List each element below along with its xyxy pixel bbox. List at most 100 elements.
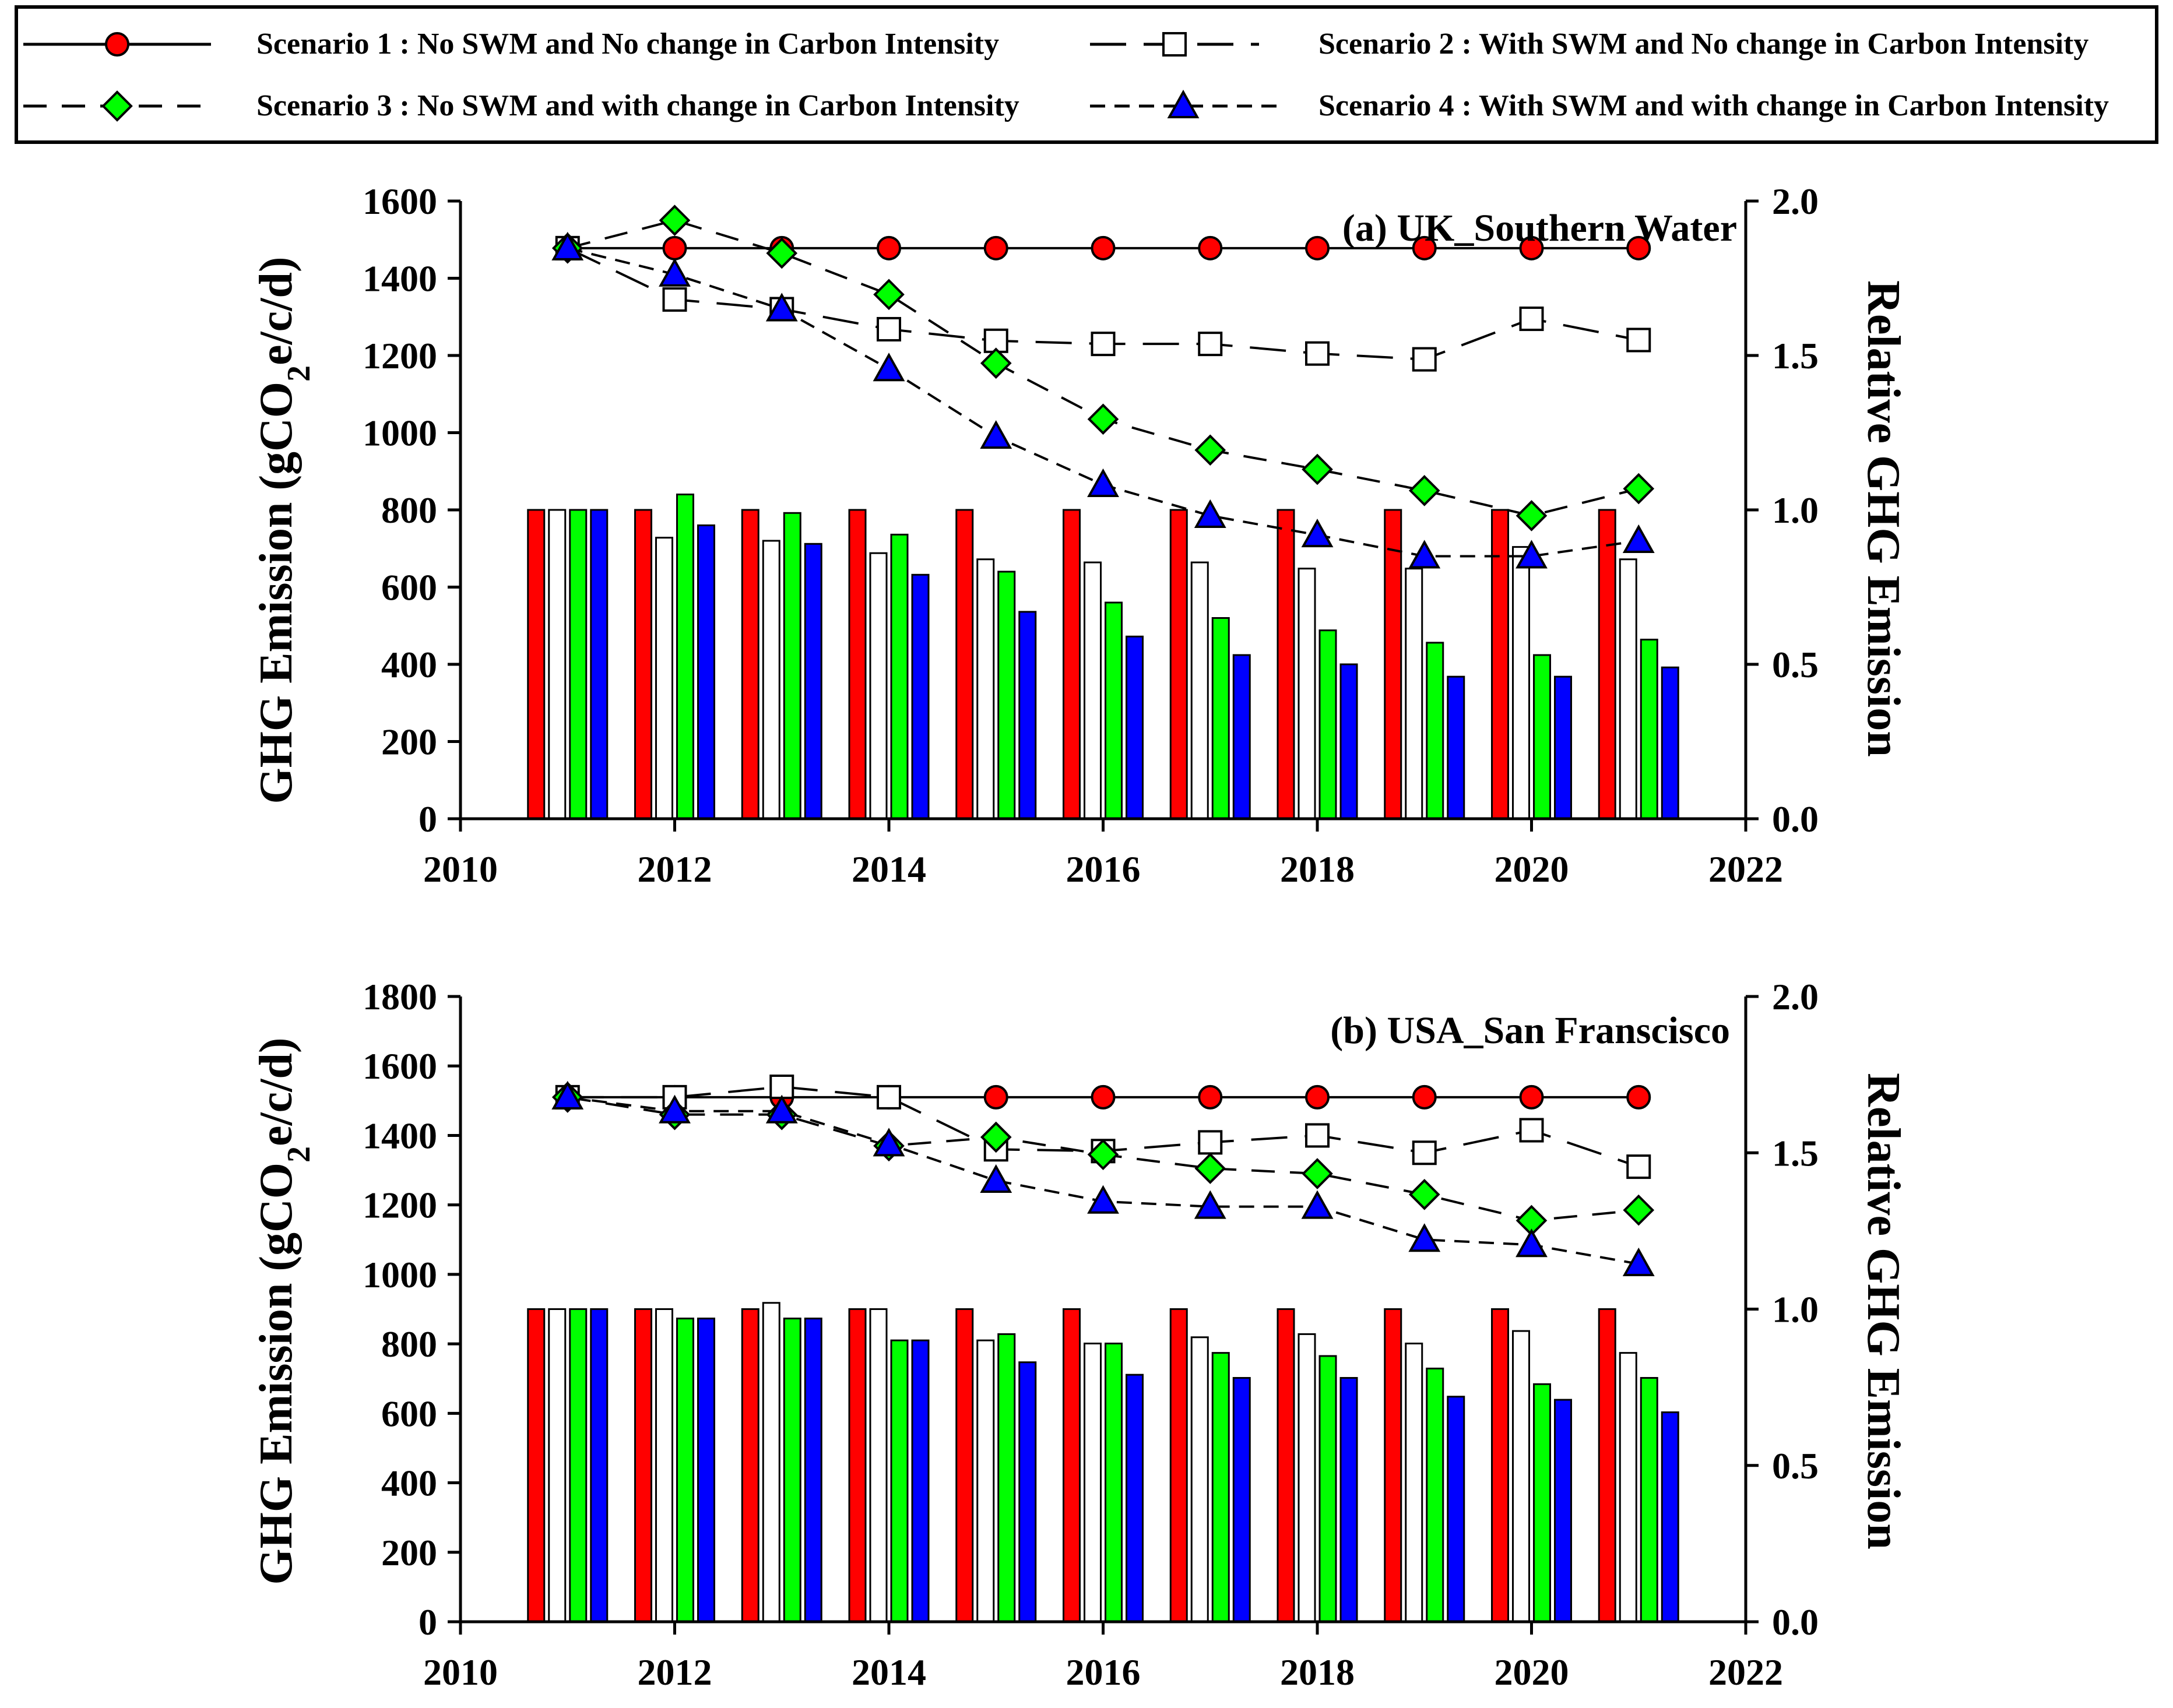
- chart-b-bar-s4-2016: [1126, 1374, 1144, 1623]
- chart-b-bar-s1-2017: [1169, 1308, 1188, 1623]
- chart-b-point-s1-2020: [1519, 1084, 1544, 1110]
- chart-b-point-s2-2013: [769, 1074, 794, 1099]
- chart-a-point-s1-2017: [1198, 235, 1223, 260]
- chart-b-point-s2-2019: [1412, 1140, 1437, 1165]
- chart-b-bar-s1-2019: [1384, 1308, 1402, 1623]
- chart-b-xtick-2010: 2010: [423, 1651, 498, 1693]
- chart-a-ytick-0: 0: [419, 798, 437, 840]
- chart-a-point-s4-2013: [765, 293, 798, 322]
- chart-b-xtick-2014: 2014: [852, 1651, 926, 1693]
- chart-a-bar-s1-2021: [1598, 509, 1616, 820]
- chart-b-bar-s3-2014: [890, 1339, 909, 1623]
- chart-a-bar-s2-2021: [1619, 558, 1637, 820]
- chart-a-bar-s2-2013: [762, 540, 780, 820]
- chart-b-y2tick-1.0: 1.0: [1772, 1289, 1819, 1330]
- chart-a-xtick-2020: 2020: [1495, 848, 1569, 890]
- chart-b-bar-s1-2020: [1491, 1308, 1509, 1623]
- chart-b-point-s1-2017: [1198, 1084, 1223, 1110]
- chart-a-bar-s2-2014: [869, 552, 888, 820]
- chart-b-bar-s2-2011: [548, 1308, 567, 1623]
- chart-a-bar-s3-2021: [1640, 639, 1658, 820]
- chart-a-bar-s3-2018: [1318, 629, 1337, 820]
- chart-a-bar-s4-2016: [1126, 635, 1144, 820]
- chart-b-ytick-800: 800: [381, 1323, 437, 1365]
- legend-label-scenario-2: Scenario 2 : With SWM and No change in C…: [1318, 27, 2088, 61]
- chart-b-bar-s2-2021: [1619, 1352, 1637, 1623]
- chart-a-xtick-2016: 2016: [1066, 848, 1141, 890]
- chart-b-point-s4-2019: [1408, 1223, 1441, 1252]
- chart-a-xtick-2014: 2014: [852, 848, 926, 890]
- chart-panel-a: (a) UK_Southern Water 2010 2012 2014 2016 20…: [251, 181, 1909, 890]
- chart-b-point-s3-2021: [1623, 1194, 1655, 1226]
- chart-b-point-s4-2018: [1301, 1190, 1334, 1219]
- chart-b-point-s2-2017: [1198, 1130, 1223, 1155]
- chart-b-point-s3-2018: [1302, 1158, 1333, 1189]
- chart-b-bar-s3-2021: [1640, 1377, 1658, 1623]
- chart-b-bar-s4-2014: [911, 1339, 930, 1623]
- legend-marker-scenario-2: [1162, 32, 1187, 57]
- chart-a-point-s3-2016: [1087, 403, 1119, 435]
- chart-a-point-s2-2018: [1305, 341, 1330, 366]
- chart-b-ylabel-main: GHG Emission (gCO: [251, 1163, 302, 1585]
- chart-a-point-s3-2017: [1194, 434, 1226, 466]
- chart-a-point-s3-2013: [766, 237, 798, 269]
- chart-b-ylabel: GHG Emission (gCO2e/c/d): [251, 1037, 317, 1584]
- chart-b-ytick-600: 600: [381, 1393, 437, 1434]
- chart-a-bar-s1-2016: [1063, 509, 1081, 820]
- chart-a-point-s4-2016: [1087, 468, 1119, 497]
- chart-b-bar-s2-2017: [1190, 1336, 1209, 1623]
- chart-a-bar-s4-2011: [590, 509, 609, 820]
- chart-b-point-s4-2012: [659, 1094, 691, 1124]
- chart-b-bar-s1-2014: [848, 1308, 867, 1623]
- chart-a-bar-s2-2012: [655, 537, 673, 820]
- chart-b-ytick-400: 400: [381, 1463, 437, 1504]
- chart-b-bar-s3-2017: [1211, 1352, 1230, 1623]
- chart-a-ylabel-sub: 2: [281, 365, 317, 382]
- chart-a-point-s2-2019: [1412, 347, 1437, 372]
- chart-a-ytick-1000: 1000: [363, 413, 437, 454]
- chart-a-ytick-800: 800: [381, 489, 437, 531]
- chart-b-xtick-2022: 2022: [1708, 1651, 1783, 1693]
- chart-a-point-s3-2012: [659, 205, 691, 236]
- chart-a-ytick-200: 200: [381, 721, 437, 763]
- chart-b-bar-s4-2019: [1447, 1396, 1465, 1623]
- chart-a-bar-s4-2015: [1018, 611, 1037, 820]
- legend-label-scenario-1: Scenario 1 : No SWM and No change in Car…: [256, 27, 999, 61]
- chart-b-bars: [527, 1302, 1679, 1623]
- legend-marker-scenario-4: [1167, 89, 1200, 118]
- chart-b-point-s4-2020: [1516, 1228, 1548, 1258]
- chart-b-point-s1-2015: [983, 1084, 1008, 1110]
- chart-b-xtick-2018: 2018: [1280, 1651, 1355, 1693]
- chart-a-ytick-1200: 1200: [363, 335, 437, 376]
- chart-a-point-s4-2015: [980, 420, 1012, 449]
- chart-a-bar-s3-2012: [676, 494, 694, 820]
- chart-a-title: (a) UK_Southern Water: [1342, 207, 1737, 249]
- chart-a-point-s4-2020: [1516, 540, 1548, 569]
- chart-a-bar-s3-2014: [890, 533, 909, 820]
- chart-a-point-s2-2017: [1198, 332, 1223, 357]
- legend-box: [15, 5, 2158, 144]
- chart-b-point-s4-2013: [765, 1094, 798, 1124]
- chart-a-point-s1-2021: [1626, 235, 1651, 260]
- legend: Scenario 1 : No SWM and No change in Car…: [15, 5, 2158, 144]
- chart-a-bar-s2-2020: [1512, 546, 1530, 820]
- chart-a-bar-s2-2019: [1405, 568, 1423, 820]
- legend-label-scenario-3: Scenario 3 : No SWM and with change in C…: [256, 89, 1019, 122]
- chart-b-y2tick-0.0: 0.0: [1772, 1601, 1819, 1643]
- chart-b-ytick-0: 0: [419, 1601, 437, 1643]
- chart-a-point-s4-2017: [1194, 499, 1226, 528]
- chart-b-bar-s1-2011: [527, 1308, 546, 1623]
- chart-a-point-s4-2021: [1622, 524, 1655, 553]
- chart-a-bar-s2-2011: [548, 509, 567, 820]
- chart-b-ytick-1200: 1200: [363, 1185, 437, 1226]
- chart-a-point-s3-2018: [1302, 453, 1333, 485]
- chart-a-bar-s1-2012: [634, 509, 652, 820]
- legend-marker-scenario-3: [101, 90, 133, 122]
- chart-b-bar-s1-2012: [634, 1308, 652, 1623]
- chart-a-y2tick-0.0: 0.0: [1772, 798, 1819, 840]
- chart-b-bar-s2-2018: [1298, 1333, 1316, 1623]
- chart-b-bar-s4-2021: [1661, 1411, 1679, 1623]
- chart-b-bar-s3-2012: [676, 1318, 694, 1623]
- chart-b-ylabel-tail: e/c/d): [251, 1037, 302, 1146]
